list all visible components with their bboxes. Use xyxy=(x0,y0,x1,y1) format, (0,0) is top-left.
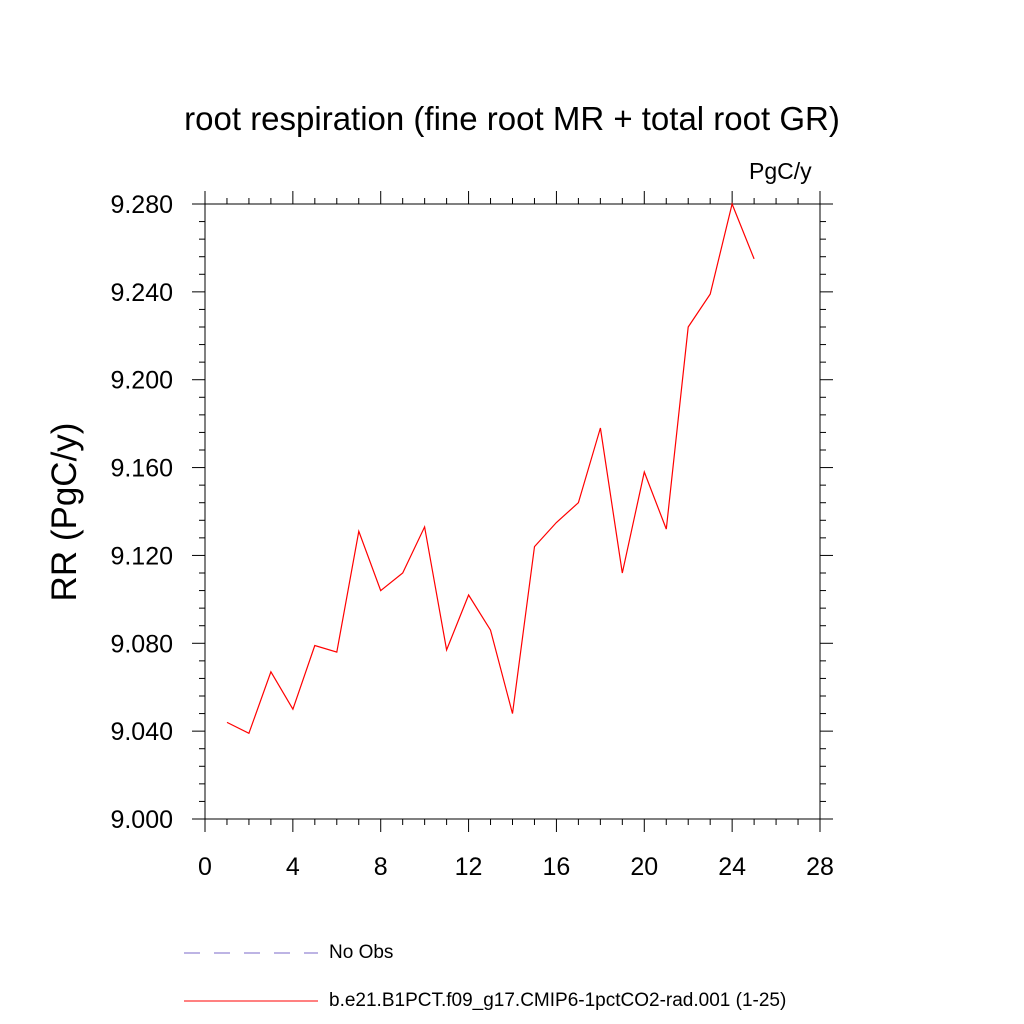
legend-label-no-obs: No Obs xyxy=(329,942,394,963)
x-tick-label: 28 xyxy=(806,853,834,881)
plot-frame xyxy=(204,203,821,820)
y-tick-label: 9.080 xyxy=(110,630,173,658)
axis-ticks xyxy=(192,191,833,832)
y-tick-label: 9.240 xyxy=(110,279,173,307)
legend-label-model-run: b.e21.B1PCT.f09_g17.CMIP6-1pctCO2-rad.00… xyxy=(329,990,787,1011)
x-tick-label: 8 xyxy=(374,853,388,881)
x-tick-label: 0 xyxy=(198,853,212,881)
x-tick-label: 20 xyxy=(630,853,658,881)
series-line xyxy=(226,202,755,735)
y-tick-label: 9.200 xyxy=(110,367,173,395)
y-axis-label: RR (PgC/y) xyxy=(45,423,84,602)
y-tick-label: 9.120 xyxy=(110,542,173,570)
y-tick-label: 9.040 xyxy=(110,718,173,746)
x-tick-label: 24 xyxy=(718,853,746,881)
x-tick-label: 12 xyxy=(455,853,483,881)
chart-title: root respiration (fine root MR + total r… xyxy=(184,100,840,137)
legend xyxy=(184,952,318,1002)
y-tick-label: 9.280 xyxy=(110,191,173,219)
y-tick-label: 9.160 xyxy=(110,455,173,483)
x-tick-label: 16 xyxy=(543,853,571,881)
x-tick-label: 4 xyxy=(286,853,300,881)
tick-labels: 0 4 8 12 16 20 24 28 9.000 9.040 9.080 9.120 9.160 9.… xyxy=(110,191,833,881)
units-label: PgC/y xyxy=(749,158,812,184)
y-tick-label: 9.000 xyxy=(110,806,173,834)
series-layer xyxy=(226,202,755,735)
